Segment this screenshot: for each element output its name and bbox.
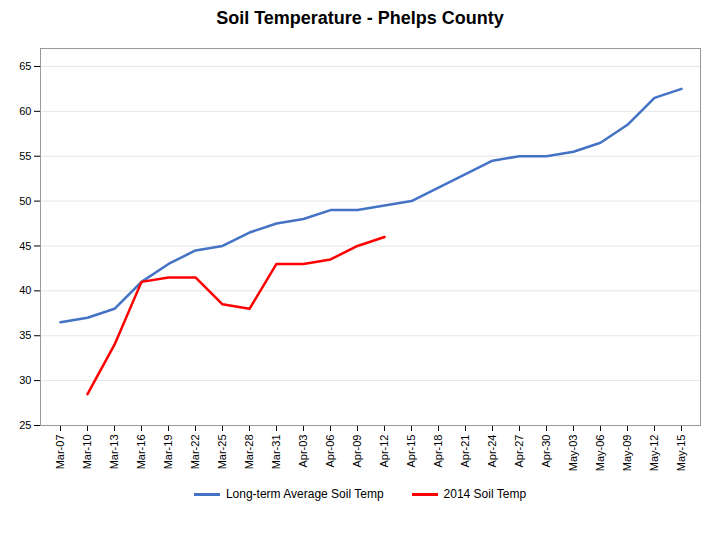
svg-text:30: 30 — [19, 374, 31, 386]
svg-text:Apr-24: Apr-24 — [486, 435, 498, 468]
svg-text:Apr-12: Apr-12 — [378, 435, 390, 468]
svg-text:Apr-27: Apr-27 — [513, 435, 525, 468]
svg-text:May-03: May-03 — [567, 435, 579, 472]
svg-text:Mar-22: Mar-22 — [189, 435, 201, 470]
svg-text:Apr-21: Apr-21 — [459, 435, 471, 468]
svg-text:May-09: May-09 — [621, 435, 633, 472]
svg-text:60: 60 — [19, 105, 31, 117]
svg-text:65: 65 — [19, 60, 31, 72]
svg-text:50: 50 — [19, 195, 31, 207]
svg-text:May-15: May-15 — [675, 435, 687, 472]
svg-text:May-12: May-12 — [648, 435, 660, 472]
svg-text:45: 45 — [19, 239, 31, 251]
svg-text:Apr-18: Apr-18 — [432, 435, 444, 468]
html-text:2014 Soil Temp: 2014 Soil Temp — [443, 487, 527, 501]
html-text:Long-term Average Soil Temp: Long-term Average Soil Temp — [225, 487, 384, 501]
html-text:Soil Temperature - Phelps Coun: Soil Temperature - Phelps County — [216, 8, 504, 28]
svg-text:40: 40 — [19, 284, 31, 296]
svg-text:35: 35 — [19, 329, 31, 341]
svg-text:25: 25 — [19, 419, 31, 431]
svg-text:Apr-06: Apr-06 — [324, 435, 336, 468]
svg-text:Mar-19: Mar-19 — [162, 435, 174, 470]
svg-text:May-06: May-06 — [594, 435, 606, 472]
svg-text:Mar-25: Mar-25 — [216, 435, 228, 470]
svg-text:Apr-09: Apr-09 — [351, 435, 363, 468]
svg-text:Apr-15: Apr-15 — [405, 435, 417, 468]
svg-text:Apr-30: Apr-30 — [540, 435, 552, 468]
svg-text:Mar-10: Mar-10 — [81, 435, 93, 470]
svg-text:Apr-03: Apr-03 — [297, 435, 309, 468]
svg-text:Mar-28: Mar-28 — [243, 435, 255, 470]
svg-text:55: 55 — [19, 150, 31, 162]
svg-text:Mar-31: Mar-31 — [270, 435, 282, 470]
svg-text:Mar-13: Mar-13 — [108, 435, 120, 470]
svg-text:Mar-16: Mar-16 — [135, 435, 147, 470]
svg-text:Mar-07: Mar-07 — [54, 435, 66, 470]
